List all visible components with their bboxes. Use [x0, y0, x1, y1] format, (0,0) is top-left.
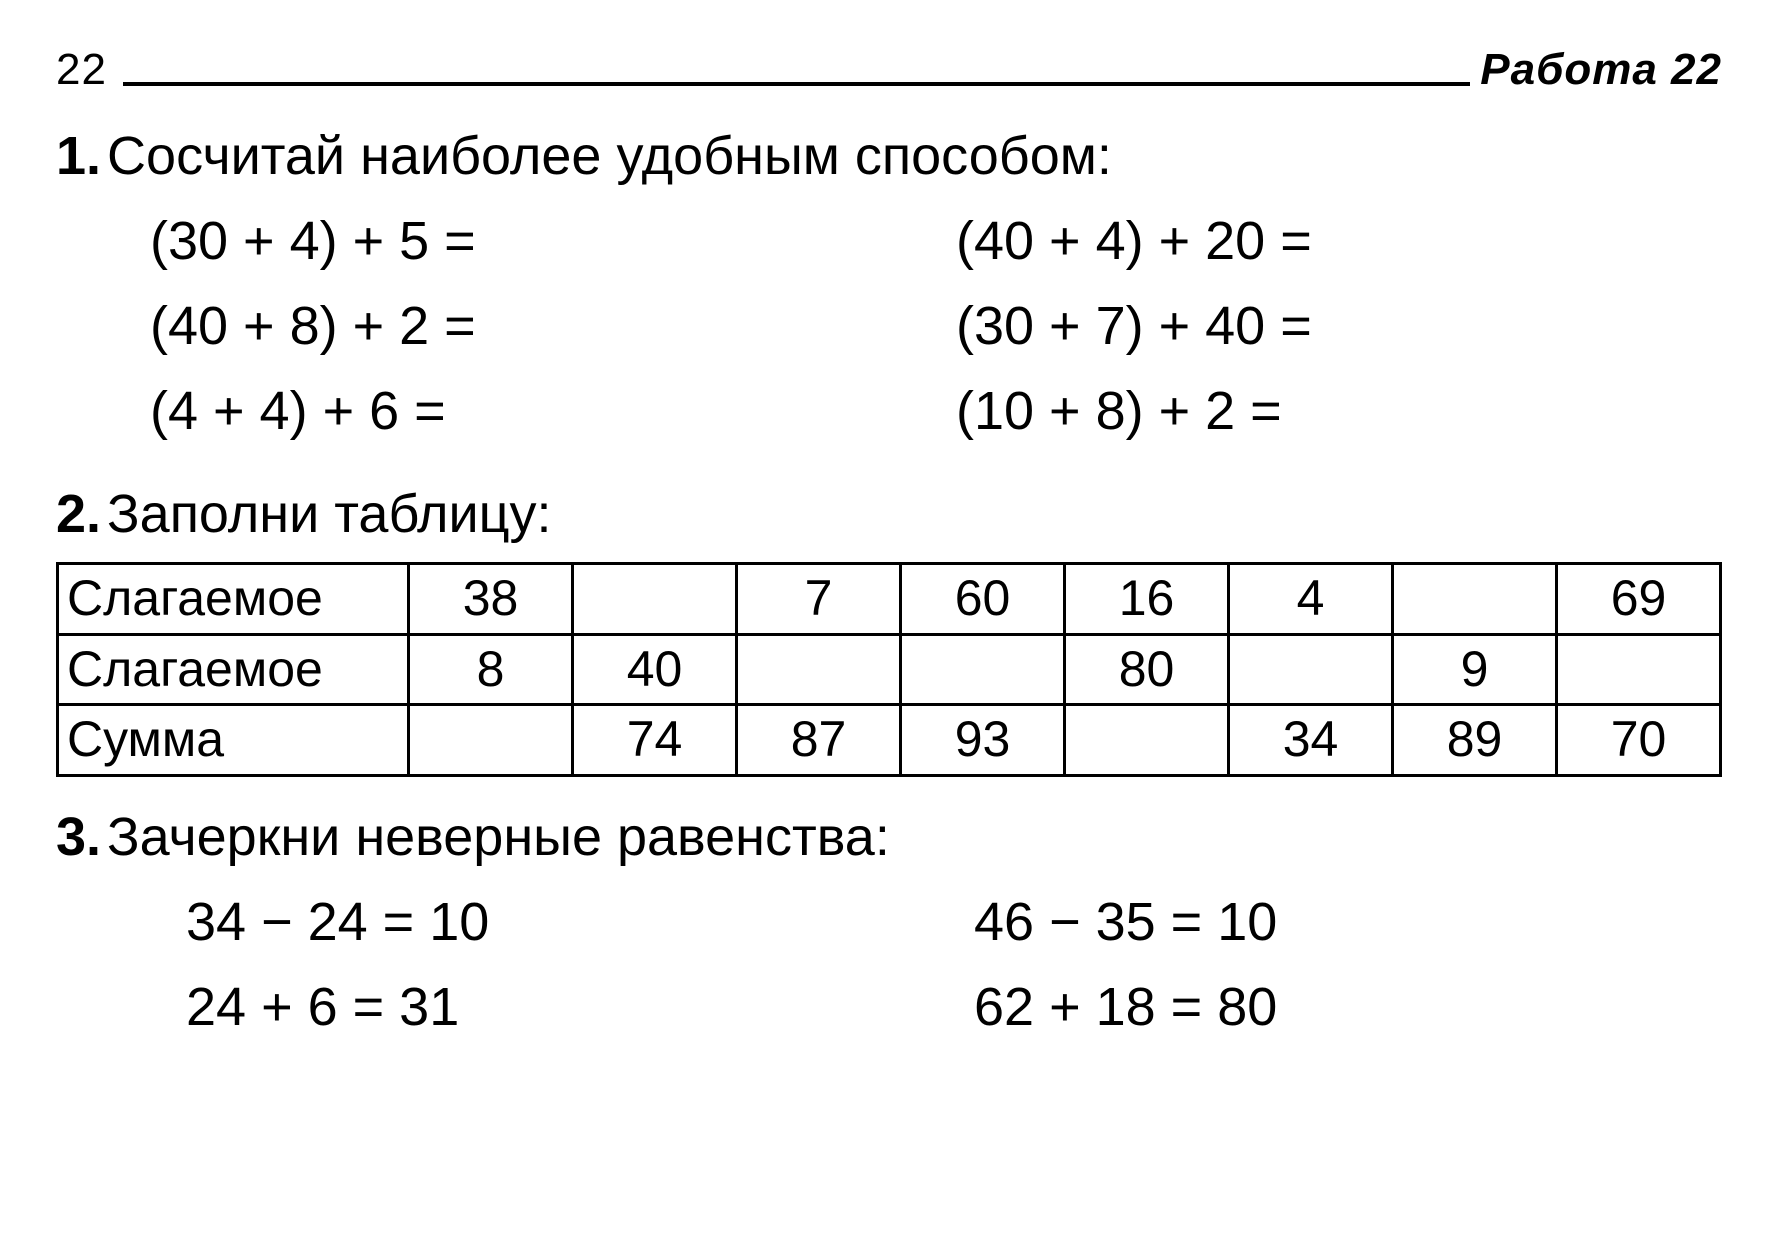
task3-title: Зачеркни неверные равенства: — [107, 807, 890, 867]
task3-equations: 34 − 24 = 10 46 − 35 = 10 24 + 6 = 31 62… — [186, 886, 1722, 1044]
task2-number: 2. — [56, 484, 101, 544]
table-cell: 60 — [901, 564, 1065, 635]
table-cell: 93 — [901, 705, 1065, 776]
expression: (30 + 7) + 40 = — [956, 290, 1722, 363]
task1-title: Сосчитай наиболее удобным способом: — [107, 126, 1112, 186]
page-number: 22 — [56, 48, 107, 92]
table-cell: 80 — [1065, 634, 1229, 705]
task1-number: 1. — [56, 126, 101, 186]
page-header: 22 Работа 22 — [56, 48, 1722, 92]
table-cell: 87 — [737, 705, 901, 776]
table-cell: 40 — [573, 634, 737, 705]
table-cell — [1393, 564, 1557, 635]
table-cell — [1065, 705, 1229, 776]
equation: 34 − 24 = 10 — [186, 886, 934, 959]
task2-table: Слагаемое 38 7 60 16 4 69 Слагаемое 8 40… — [56, 562, 1722, 777]
table-cell: 34 — [1229, 705, 1393, 776]
table-cell — [573, 564, 737, 635]
equation: 24 + 6 = 31 — [186, 971, 934, 1044]
table-cell: 8 — [409, 634, 573, 705]
table-cell: 38 — [409, 564, 573, 635]
table-cell: 16 — [1065, 564, 1229, 635]
table-row: Слагаемое 8 40 80 9 — [58, 634, 1721, 705]
table-cell: 9 — [1393, 634, 1557, 705]
work-title: Работа 22 — [1480, 48, 1722, 92]
content: 1.Сосчитай наиболее удобным способом: (3… — [56, 120, 1722, 1044]
table-row: Слагаемое 38 7 60 16 4 69 — [58, 564, 1721, 635]
expression: (30 + 4) + 5 = — [150, 205, 916, 278]
table-cell: 4 — [1229, 564, 1393, 635]
task1-expressions: (30 + 4) + 5 = (40 + 4) + 20 = (40 + 8) … — [150, 205, 1722, 448]
task1-heading: 1.Сосчитай наиболее удобным способом: — [56, 120, 1722, 193]
equation: 62 + 18 = 80 — [974, 971, 1722, 1044]
table-cell: 69 — [1557, 564, 1721, 635]
table-row: Сумма 74 87 93 34 89 70 — [58, 705, 1721, 776]
table-cell — [737, 634, 901, 705]
table-cell: 7 — [737, 564, 901, 635]
table-cell: 70 — [1557, 705, 1721, 776]
expression: (10 + 8) + 2 = — [956, 375, 1722, 448]
worksheet-page: 22 Работа 22 1.Сосчитай наиболее удобным… — [0, 0, 1782, 1242]
header-rule — [123, 82, 1470, 86]
task3-heading: 3.Зачеркни неверные равенства: — [56, 801, 1722, 874]
row-label: Слагаемое — [58, 564, 409, 635]
row-label: Слагаемое — [58, 634, 409, 705]
table-cell — [1557, 634, 1721, 705]
table-cell: 89 — [1393, 705, 1557, 776]
task3-number: 3. — [56, 807, 101, 867]
equation: 46 − 35 = 10 — [974, 886, 1722, 959]
expression: (4 + 4) + 6 = — [150, 375, 916, 448]
row-label: Сумма — [58, 705, 409, 776]
table-cell — [409, 705, 573, 776]
table-cell: 74 — [573, 705, 737, 776]
table-cell — [901, 634, 1065, 705]
expression: (40 + 8) + 2 = — [150, 290, 916, 363]
table-cell — [1229, 634, 1393, 705]
expression: (40 + 4) + 20 = — [956, 205, 1722, 278]
task2-title: Заполни таблицу: — [107, 484, 552, 544]
task2-heading: 2.Заполни таблицу: — [56, 478, 1722, 551]
